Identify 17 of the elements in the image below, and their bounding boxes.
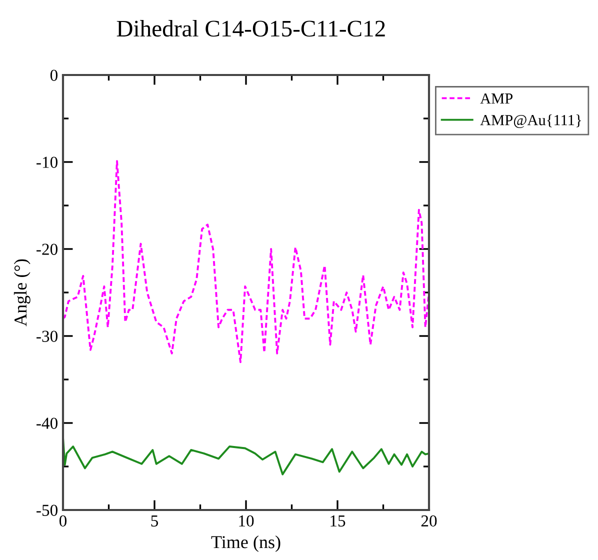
line-series xyxy=(63,160,429,364)
y-tick-label: -20 xyxy=(36,244,58,255)
x-tick-label: 0 xyxy=(59,515,67,527)
y-tick-label: -30 xyxy=(36,330,58,342)
legend-label: AMP@Au{111} xyxy=(480,114,581,128)
y-axis-title: Angle (°) xyxy=(14,259,30,326)
y-tick-label: 0 xyxy=(50,70,58,81)
x-tick-label: 15 xyxy=(330,515,346,527)
y-tick-label: -10 xyxy=(36,156,58,168)
y-tick-label: -40 xyxy=(36,418,58,429)
x-tick-label: 10 xyxy=(239,515,254,527)
chart-title: Dihedral C14-O15-C11-C12 xyxy=(116,20,385,37)
x-tick-label: 20 xyxy=(421,515,437,527)
x-axis-title: Time (ns) xyxy=(211,536,280,552)
y-tick-label: -50 xyxy=(36,504,58,516)
x-tick-label: 5 xyxy=(151,516,158,527)
legend-label: AMP xyxy=(480,93,513,104)
